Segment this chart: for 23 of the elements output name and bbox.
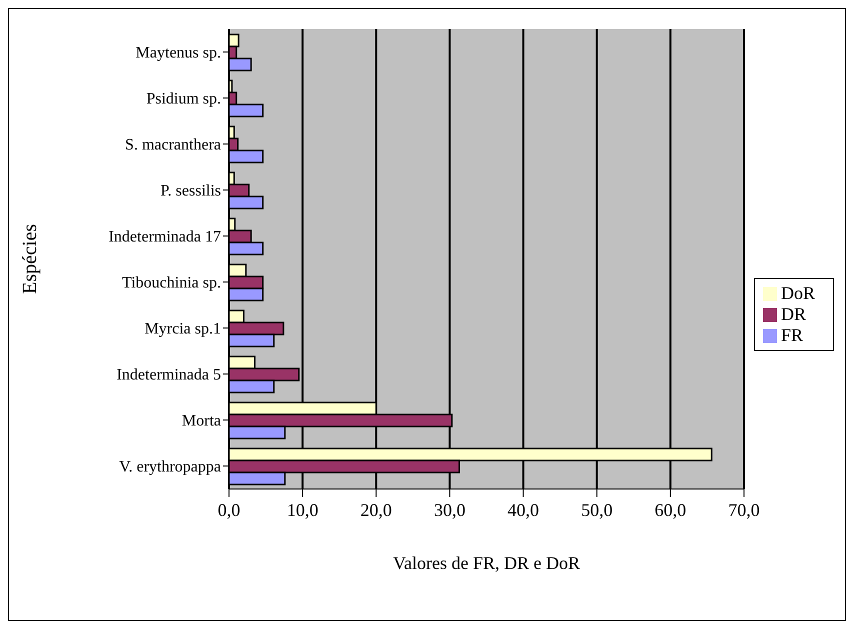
x-tick-label: 0,0	[218, 500, 240, 520]
x-tick-label: 40,0	[508, 500, 540, 520]
y-tick-label: Tibouchinia sp.	[122, 274, 221, 292]
legend-label: DR	[780, 304, 806, 324]
x-tick-label: 50,0	[581, 500, 613, 520]
legend-label: FR	[780, 324, 804, 344]
x-tick-label: 30,0	[434, 500, 466, 520]
y-tick-label: Maytenus sp.	[136, 44, 221, 62]
y-tick-label: Indeterminada 5	[116, 366, 221, 384]
y-axis-title: Espécies	[19, 224, 42, 294]
y-tick-label: Myrcia sp.1	[144, 320, 221, 338]
y-tick-label: Psidium sp.	[146, 90, 221, 108]
legend-label: DoR	[780, 282, 815, 302]
x-tick-label: 10,0	[286, 500, 318, 520]
y-tick-label: P. sessilis	[160, 182, 221, 200]
x-axis-title: Valores de FR, DR e DoR	[392, 553, 580, 573]
x-tick-label: 20,0	[360, 500, 392, 520]
y-tick-label: Indeterminada 17	[108, 228, 221, 246]
x-tick-label: 70,0	[728, 500, 760, 520]
x-tick-label: 60,0	[654, 500, 686, 520]
y-tick-label: Morta	[182, 412, 221, 430]
y-tick-label: V. erythropappa	[119, 458, 221, 476]
y-tick-label: S. macranthera	[125, 136, 221, 154]
